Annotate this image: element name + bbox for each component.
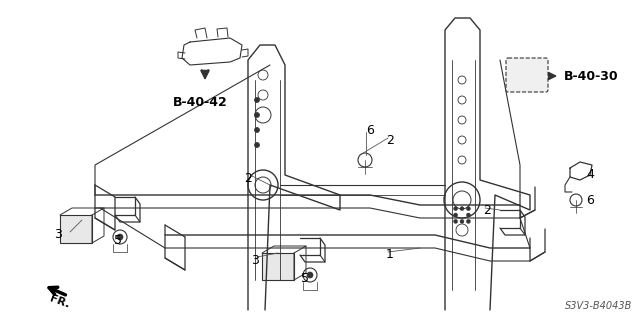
Circle shape bbox=[255, 143, 259, 147]
Bar bbox=[60, 215, 92, 243]
Text: 2: 2 bbox=[483, 204, 491, 217]
Circle shape bbox=[255, 98, 259, 102]
Text: S3V3-B4043B: S3V3-B4043B bbox=[564, 301, 632, 311]
Text: 3: 3 bbox=[251, 254, 259, 266]
Circle shape bbox=[460, 207, 464, 211]
Text: 2: 2 bbox=[244, 172, 252, 184]
Text: 6: 6 bbox=[586, 194, 594, 206]
Circle shape bbox=[460, 219, 464, 223]
Text: 5: 5 bbox=[301, 271, 309, 285]
Text: B-40-42: B-40-42 bbox=[173, 96, 227, 109]
Circle shape bbox=[307, 272, 313, 278]
Text: B-40-30: B-40-30 bbox=[564, 70, 619, 83]
Circle shape bbox=[454, 213, 458, 217]
Circle shape bbox=[255, 113, 259, 117]
Circle shape bbox=[454, 219, 458, 223]
Circle shape bbox=[467, 207, 470, 211]
Circle shape bbox=[255, 128, 259, 132]
Text: 1: 1 bbox=[386, 249, 394, 262]
Text: 2: 2 bbox=[386, 133, 394, 146]
Circle shape bbox=[117, 234, 123, 240]
Text: 6: 6 bbox=[366, 123, 374, 137]
Circle shape bbox=[454, 207, 458, 211]
Text: 5: 5 bbox=[114, 234, 122, 247]
Text: 3: 3 bbox=[54, 228, 62, 241]
FancyBboxPatch shape bbox=[506, 58, 548, 92]
Bar bbox=[262, 253, 294, 280]
Text: FR.: FR. bbox=[49, 294, 71, 310]
Text: 4: 4 bbox=[586, 168, 594, 182]
Circle shape bbox=[467, 213, 470, 217]
Circle shape bbox=[467, 219, 470, 223]
